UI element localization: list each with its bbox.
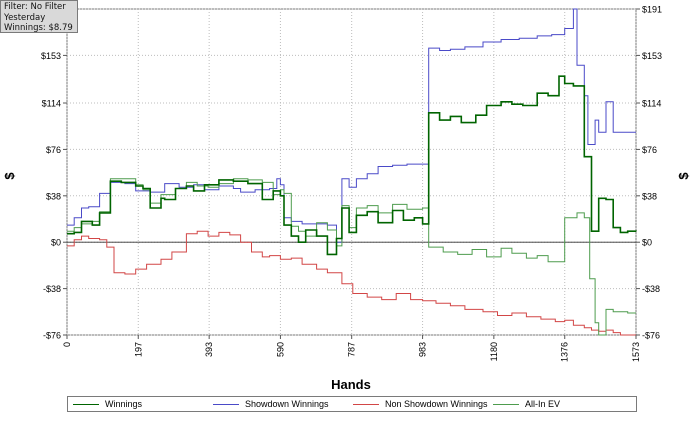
x-tick-label-6: 1180 (489, 342, 499, 361)
x-tick-label-3: 590 (275, 342, 285, 357)
legend-item-showdown-winnings: Showdown Winnings (213, 397, 329, 411)
legend-label-all-in-ev: All-In EV (525, 399, 561, 409)
y-tick-label-left-3: $38 (46, 191, 61, 201)
legend-label-showdown-winnings: Showdown Winnings (245, 399, 329, 409)
y-tick-label-right-7: $191 (642, 5, 662, 15)
filter-text: Filter: No Filter (4, 2, 66, 12)
y-tick-label-left-4: $76 (46, 145, 61, 155)
x-tick-label-2: 393 (204, 342, 214, 357)
x-tick-label-5: 983 (418, 342, 428, 357)
legend: Winnings Showdown Winnings Non Showdown … (67, 396, 637, 412)
y-tick-label-left-2: $0 (51, 238, 61, 248)
y-tick-label-left-0: -$76 (43, 331, 61, 341)
y-axis-right: -$76 -$38 $0 $38 $76 $114 $153 $191 (636, 5, 662, 341)
y-tick-label-right-6: $153 (642, 51, 662, 61)
y-tick-label-right-5: $114 (642, 99, 661, 109)
x-tick-label-0: 0 (62, 342, 72, 347)
y-tick-label-right-0: -$76 (642, 331, 660, 341)
y-tick-label-right-1: -$38 (642, 284, 660, 294)
legend-swatch-all-in-ev (493, 403, 519, 405)
x-axis-label: Hands (331, 377, 371, 392)
x-tick-label-1: 197 (133, 342, 143, 357)
legend-item-non-showdown-winnings: Non Showdown Winnings (353, 397, 488, 411)
series-line-winnings (67, 75, 637, 256)
x-tick-label-8: 1573 (631, 342, 641, 362)
legend-swatch-non-showdown-winnings (353, 403, 379, 405)
y-axis-left: -$76 -$38 $0 $38 $76 $114 $153 (41, 51, 67, 341)
y-tick-label-left-6: $153 (41, 51, 61, 61)
period-text: Yesterday (4, 12, 46, 23)
y-tick-label-left-5: $114 (42, 99, 61, 109)
y-axis-label-right: $ (676, 172, 691, 180)
series-line-non-showdown-winnings (67, 230, 636, 336)
series-line-showdown-winnings (67, 8, 636, 243)
y-tick-label-right-3: $38 (642, 191, 657, 201)
legend-item-all-in-ev: All-In EV (493, 397, 560, 411)
filter-info-box: Filter: No Filter Yesterday Winnings: $8… (0, 0, 78, 33)
y-tick-label-right-4: $76 (642, 145, 657, 155)
series-layer (67, 8, 637, 336)
x-tick-label-4: 787 (347, 342, 357, 357)
y-tick-label-right-2: $0 (642, 238, 652, 248)
legend-swatch-showdown-winnings (213, 403, 239, 405)
legend-label-winnings: Winnings (105, 399, 143, 409)
y-tick-label-left-1: -$38 (43, 284, 61, 294)
x-tick-label-7: 1376 (560, 342, 570, 362)
legend-label-non-showdown-winnings: Non Showdown Winnings (385, 399, 488, 409)
winnings-text: Winnings: $8.79 (4, 23, 73, 33)
legend-swatch-winnings (73, 403, 99, 405)
legend-item-winnings: Winnings (73, 397, 142, 411)
y-axis-label-left: $ (2, 172, 17, 180)
x-axis: 0 197 393 590 787 983 1180 1376 1573 (62, 335, 641, 362)
